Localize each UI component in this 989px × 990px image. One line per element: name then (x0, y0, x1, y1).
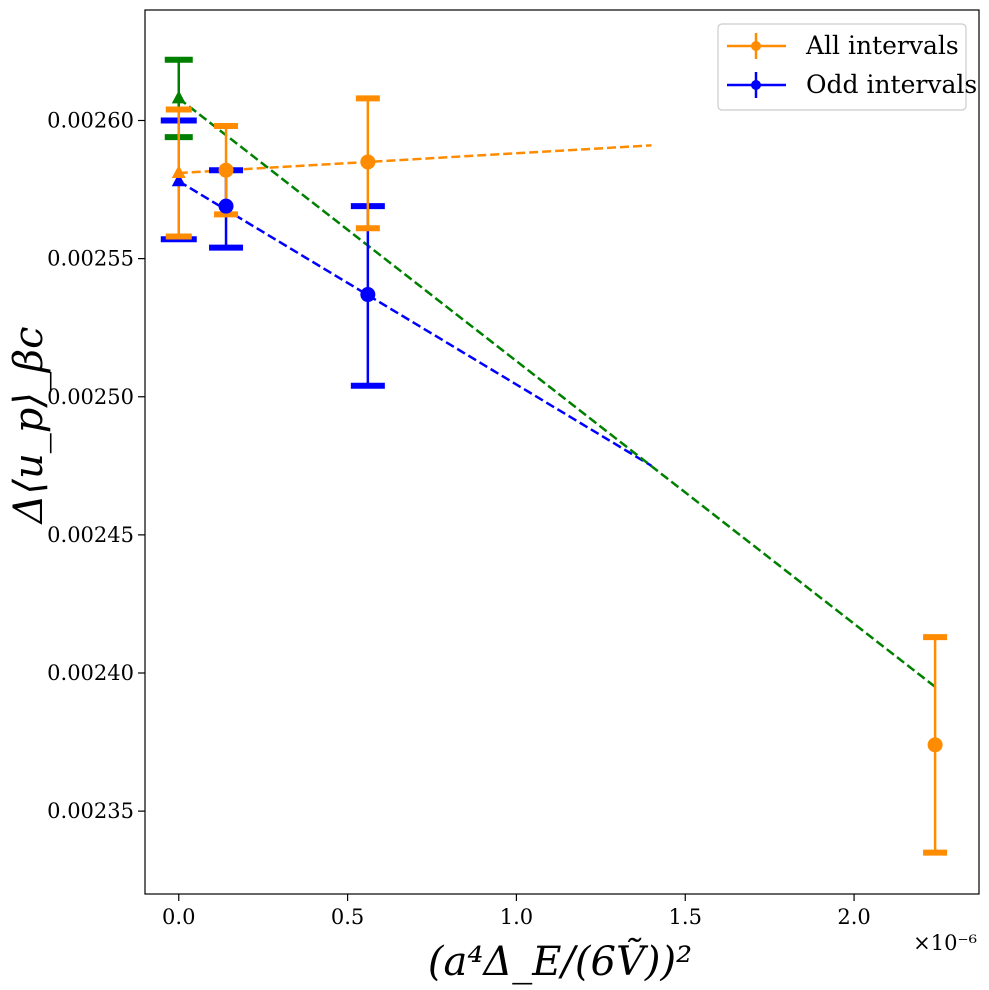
fit-line (178, 180, 653, 467)
x-tick-label: 0.5 (331, 905, 364, 929)
legend-label-all-intervals: All intervals (805, 31, 959, 60)
y-tick-label: 0.00245 (47, 523, 134, 547)
data-point (360, 287, 376, 303)
legend-marker-odd-intervals (751, 80, 761, 90)
y-tick-label: 0.00260 (47, 109, 134, 133)
legend-marker-all-intervals (751, 41, 761, 51)
y-tick-label: 0.00240 (47, 661, 134, 685)
legend: All intervals Odd intervals (717, 23, 977, 111)
data-point (360, 154, 376, 170)
data-point (218, 162, 234, 178)
y-tick-label: 0.00235 (47, 799, 134, 823)
x-axis: 0.0 0.5 1.0 1.5 2.0 (162, 894, 871, 929)
fit-line (177, 97, 936, 688)
x-tick-label: 0.0 (162, 905, 195, 929)
x-tick-label: 1.5 (669, 905, 702, 929)
y-axis-title: Δ⟨u_p⟩_βc (6, 327, 52, 526)
x-scale-label: ×10⁻⁶ (913, 931, 977, 955)
extrapolated-marker (171, 164, 186, 178)
plot-area (144, 9, 980, 895)
data-point (218, 198, 234, 214)
y-axis: 0.00235 0.00240 0.00245 0.00250 0.00255 0.002… (47, 109, 145, 823)
x-tick-label: 2.0 (837, 905, 870, 929)
legend-entry-all-intervals: All intervals (727, 31, 959, 60)
legend-entry-odd-intervals: Odd intervals (727, 70, 977, 99)
extrapolated-marker (171, 173, 186, 187)
data-point (927, 737, 943, 753)
y-tick-label: 0.00255 (47, 247, 134, 271)
fit-lines (177, 97, 936, 688)
legend-label-odd-intervals: Odd intervals (806, 70, 977, 99)
data-markers (171, 90, 943, 753)
x-tick-label: 1.0 (500, 905, 533, 929)
y-tick-label: 0.00250 (47, 385, 134, 409)
extrapolated-marker (171, 90, 186, 104)
fit-line (178, 144, 652, 175)
x-axis-title: (a⁴Δ_E/(6Ṽ))² (428, 938, 692, 985)
